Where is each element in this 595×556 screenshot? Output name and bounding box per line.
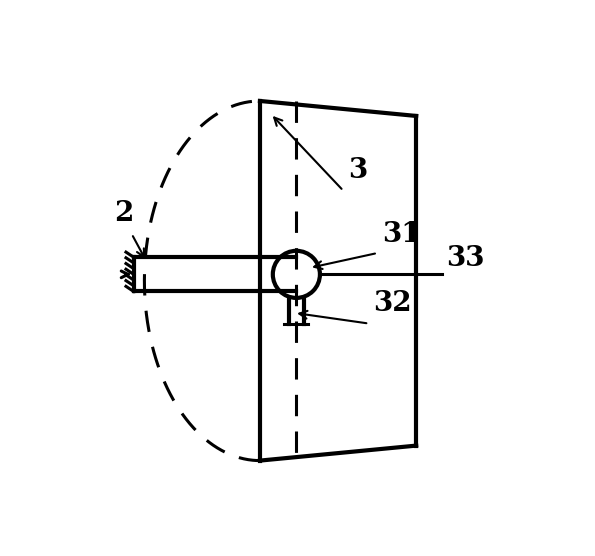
Text: 33: 33 [446,245,485,272]
Text: 31: 31 [382,221,421,248]
Text: 32: 32 [374,290,412,317]
Text: 2: 2 [114,200,134,227]
Text: 3: 3 [347,157,367,184]
